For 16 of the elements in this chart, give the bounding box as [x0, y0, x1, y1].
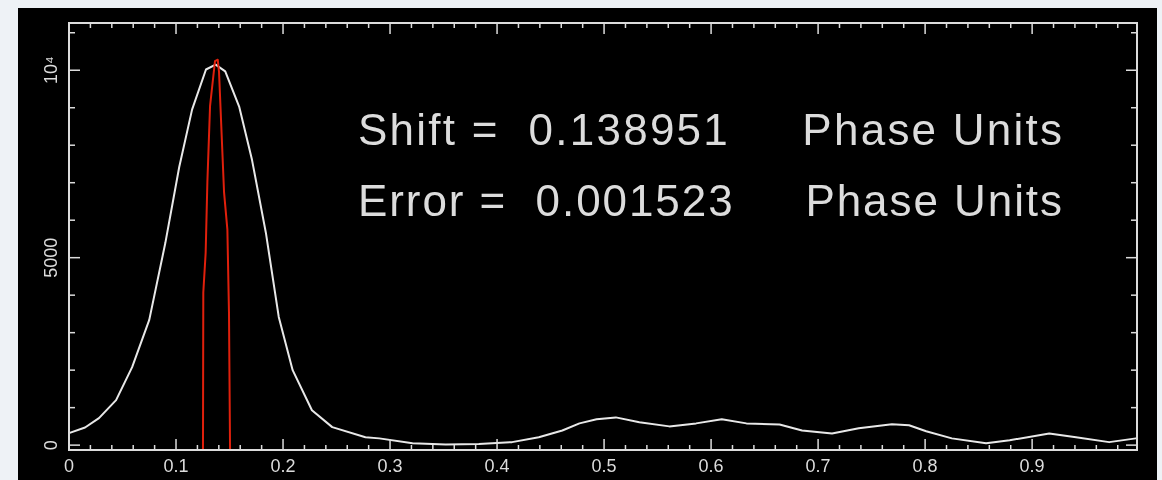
y-tick-label: 0 [40, 440, 61, 451]
x-tick-label: 0.2 [270, 455, 296, 476]
y-tick-label: 10⁴ [40, 56, 61, 85]
x-tick-label: 0.7 [805, 455, 831, 476]
x-tick-label: 0.4 [484, 455, 510, 476]
x-tick-label: 0.8 [912, 455, 938, 476]
x-tick-label: 0.5 [591, 455, 617, 476]
x-tick-label: 0 [63, 455, 75, 476]
line-series [201, 58, 232, 451]
annotation: Error = 0.001523 Phase Units [358, 176, 1062, 225]
annotation: Shift = 0.138951 Phase Units [358, 105, 1062, 154]
x-tick-label: 0.3 [377, 455, 403, 476]
y-tick-label: 5000 [40, 237, 61, 278]
x-tick-label: 0.1 [163, 455, 189, 476]
x-tick-label: 0.9 [1019, 455, 1045, 476]
x-tick-label: 0.6 [698, 455, 724, 476]
